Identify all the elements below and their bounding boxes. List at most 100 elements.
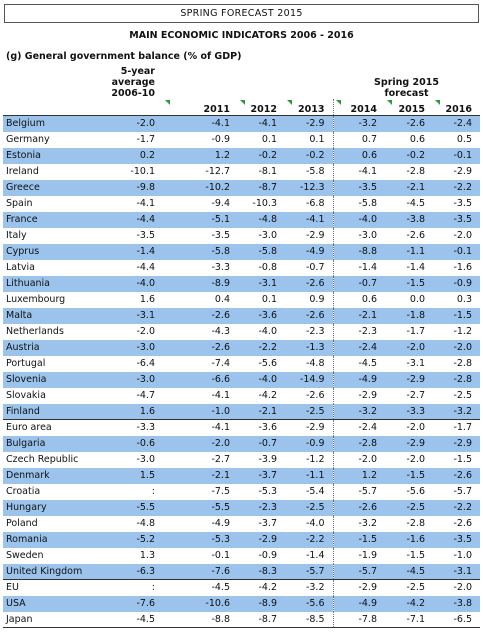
value: -3.2 [285,579,333,596]
average-header-line: average [111,77,155,88]
value: -0.9 [305,438,325,449]
year-header: 2011 [163,99,238,116]
value: -0.7 [258,438,277,449]
value: -10.2 [205,182,230,193]
value: -1.5 [453,454,472,465]
table-row: Austria -3.0 -2.6 -2.2 -1.3 -2.4 -2.0 -2.0 [3,339,480,356]
value: -2.6 [406,230,425,241]
value: -9.8 [136,182,155,193]
table-row: Lithuania -4.0 -8.9 -3.1 -2.6 -0.7 -1.5 -0.9 [3,275,480,292]
country: Lithuania [6,278,51,289]
value: -2.0 [136,118,155,130]
value: -3.8 [406,214,425,225]
table-row: Hungary -5.5 -5.5 -2.3 -2.5 -2.6 -2.5 -2.2 [3,499,480,516]
year-header: 2012 [238,99,285,116]
value: -4.9 [211,518,230,529]
value: 0.4 [214,294,230,305]
value: -2.6 [453,518,472,529]
value: -2.6 [305,390,325,401]
value: -4.0 [258,374,277,385]
value: -4.5 [406,198,425,209]
value: -2.6 [305,278,325,289]
value: -4.2 [238,579,285,596]
value: 0.0 [409,294,425,305]
table-row: EU: -4.5 -4.2 -3.2 -2.9 -2.5 -2.0 [3,579,480,596]
value: 0.6 [409,134,425,145]
country: Croatia [6,486,41,497]
country: Austria [6,342,40,353]
value: -2.3 [332,323,385,340]
value: -4.8 [305,358,325,369]
value: -2.8 [453,374,472,385]
value: -3.2 [453,405,472,417]
value: -2.5 [305,405,325,417]
value: -1.4 [136,246,155,257]
value: -4.8 [136,518,155,529]
value: -5.7 [453,486,472,497]
value: -8.8 [163,611,238,628]
table-row: Slovenia -3.0 -6.6 -4.0 -14.9 -4.9 -2.9 -2.8 [3,371,480,388]
value: -4.1 [163,419,238,436]
value: -5.7 [305,565,325,577]
value: -4.5 [406,565,425,577]
country: Portugal [6,358,46,369]
value: 0.3 [456,294,472,305]
average-header: 5-year average 2006-10 [103,66,163,99]
value: -4.0 [305,518,325,529]
country: Japan [3,611,103,628]
country: Germany [6,134,50,145]
country: Romania [6,534,48,545]
value: -2.2 [453,502,472,513]
value: -3.3 [406,405,425,417]
marker [287,100,292,105]
value: -0.2 [305,150,325,161]
value: -2.1 [332,307,385,324]
value: -4.9 [332,371,385,388]
value: -3.6 [238,419,285,436]
table-row: Spain -4.1 -9.4 -10.3 -6.8 -5.8 -4.5 -3.5 [3,195,480,212]
value: -0.6 [136,438,155,449]
value: -8.3 [258,565,277,577]
value: -4.5 [163,579,238,596]
value: -5.7 [332,563,385,580]
value: -4.1 [305,214,325,225]
value: -5.1 [211,214,230,225]
year-header: 2015 [385,99,433,116]
value: -1.7 [136,134,155,145]
value: -7.1 [385,611,433,628]
value: -3.1 [136,310,155,321]
table-row: Luxembourg 1.6 0.4 0.1 0.9 0.6 0.0 0.3 [3,291,480,308]
value: -3.2 [332,515,385,532]
value: -4.1 [211,390,230,401]
value: -4.9 [332,595,385,612]
value: -2.4 [453,118,472,130]
table-row: Sweden 1.3 -0.1 -0.9 -1.4 -1.9 -1.5 -1.0 [3,547,480,564]
table-row: Estonia 0.2 1.2 -0.2 -0.2 0.6 -0.2 -0.1 [3,147,480,164]
value: -6.5 [433,611,480,628]
value: -4.2 [258,390,277,401]
value: : [151,486,155,497]
value: -3.5 [453,534,472,545]
value: -5.3 [258,486,277,497]
value: -5.3 [211,534,230,545]
value: -2.0 [433,579,480,596]
table-row: Italy -3.5 -3.5 -3.0 -2.9 -3.0 -2.6 -2.0 [3,227,480,244]
country: Denmark [6,470,50,481]
country: Luxembourg [6,294,66,305]
value: -2.9 [305,118,325,130]
table-row: Bulgaria -0.6 -2.0 -0.7 -0.9 -2.8 -2.9 -2.9 [3,435,480,452]
country: Slovakia [6,390,46,401]
table-row: Finland 1.6 -1.0 -2.1 -2.5 -3.2 -3.3 -3.2 [3,403,480,420]
value: -4.1 [258,118,277,130]
value: -5.6 [258,358,277,369]
country: Ireland [6,166,39,177]
value: -5.6 [305,598,325,609]
value: -2.6 [453,470,472,481]
value: -2.3 [305,326,325,337]
value: -1.0 [211,405,230,417]
value: -2.0 [406,342,425,353]
country: Sweden [6,550,44,561]
value: -2.5 [406,502,425,513]
value: -2.9 [406,438,425,449]
value: 0.9 [309,294,325,305]
